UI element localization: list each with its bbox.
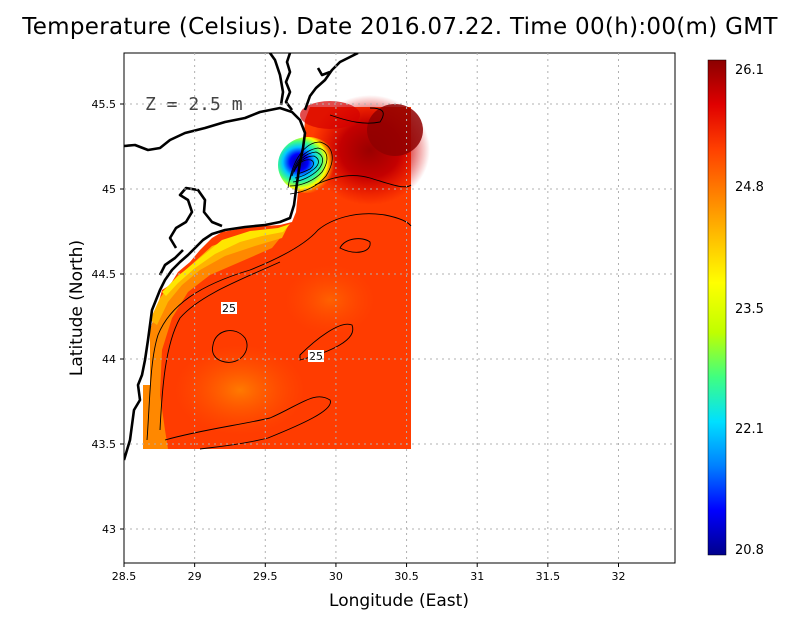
x-tick-label: 30.5 [394, 570, 419, 583]
y-tick-label: 45.5 [92, 98, 117, 111]
x-tick-label: 31.5 [536, 570, 561, 583]
contour-label-box-1 [221, 302, 237, 314]
x-tick-label: 30 [329, 570, 343, 583]
y-tick-label: 43 [102, 523, 116, 536]
coastline-north [303, 53, 359, 111]
temperature-field [143, 95, 430, 449]
x-tick-label: 31 [470, 570, 484, 583]
y-axis-title: Latitude (North) [67, 240, 87, 376]
contour-line-south [164, 396, 331, 450]
contour-label-2: 25 [309, 350, 323, 363]
contour-line-north [329, 107, 384, 124]
orange-patch-center [285, 265, 375, 335]
coastline-inlet [158, 249, 184, 276]
warm-core-center [367, 104, 423, 156]
coastline [124, 53, 359, 461]
orange-patch-southwest [175, 345, 305, 435]
x-tick-label: 29.5 [253, 570, 278, 583]
coastline-estuary [284, 53, 294, 111]
contour-label-1: 25 [222, 302, 236, 315]
x-tick-label: 29 [188, 570, 202, 583]
coastal-yellow-band [162, 224, 290, 296]
colorbar [707, 59, 727, 556]
contour-line-northeast [314, 175, 412, 188]
depth-label: Z = 2.5 m [145, 94, 243, 115]
contour-line-inner [159, 261, 281, 431]
coastline-lagoon [168, 186, 223, 249]
contour-lines [146, 107, 412, 450]
colorbar-label-2: 24.8 [735, 180, 764, 195]
contour-loop-west [212, 330, 248, 363]
cold-plume [278, 137, 338, 193]
y-tick-label: 44.5 [92, 268, 117, 281]
contour-loop-east [339, 238, 371, 253]
coastline-channel [268, 53, 285, 106]
x-tick-label: 28.5 [112, 570, 137, 583]
map-title: Temperature (Celsius). Date 2016.07.22. … [22, 14, 778, 40]
coastline-islet [316, 67, 331, 77]
colorbar-label-4: 22.1 [735, 422, 764, 437]
coastline-main [124, 106, 307, 461]
y-tick-label: 45 [102, 183, 116, 196]
colorbar-label-min: 20.8 [735, 543, 764, 558]
grid-lines [124, 53, 675, 563]
y-axis-ticks: 43 43.5 44 44.5 45 45.5 [92, 98, 124, 536]
colorbar-label-3: 23.5 [735, 302, 764, 317]
y-tick-label: 43.5 [92, 438, 117, 451]
x-tick-label: 32 [611, 570, 625, 583]
y-tick-label: 44 [102, 353, 116, 366]
x-axis-ticks: 28.5 29 29.5 30 30.5 31 31.5 32 [112, 563, 625, 583]
x-axis-title: Longitude (East) [329, 591, 469, 611]
contour-line-outer [146, 213, 412, 441]
colorbar-label-max: 26.1 [735, 63, 764, 78]
